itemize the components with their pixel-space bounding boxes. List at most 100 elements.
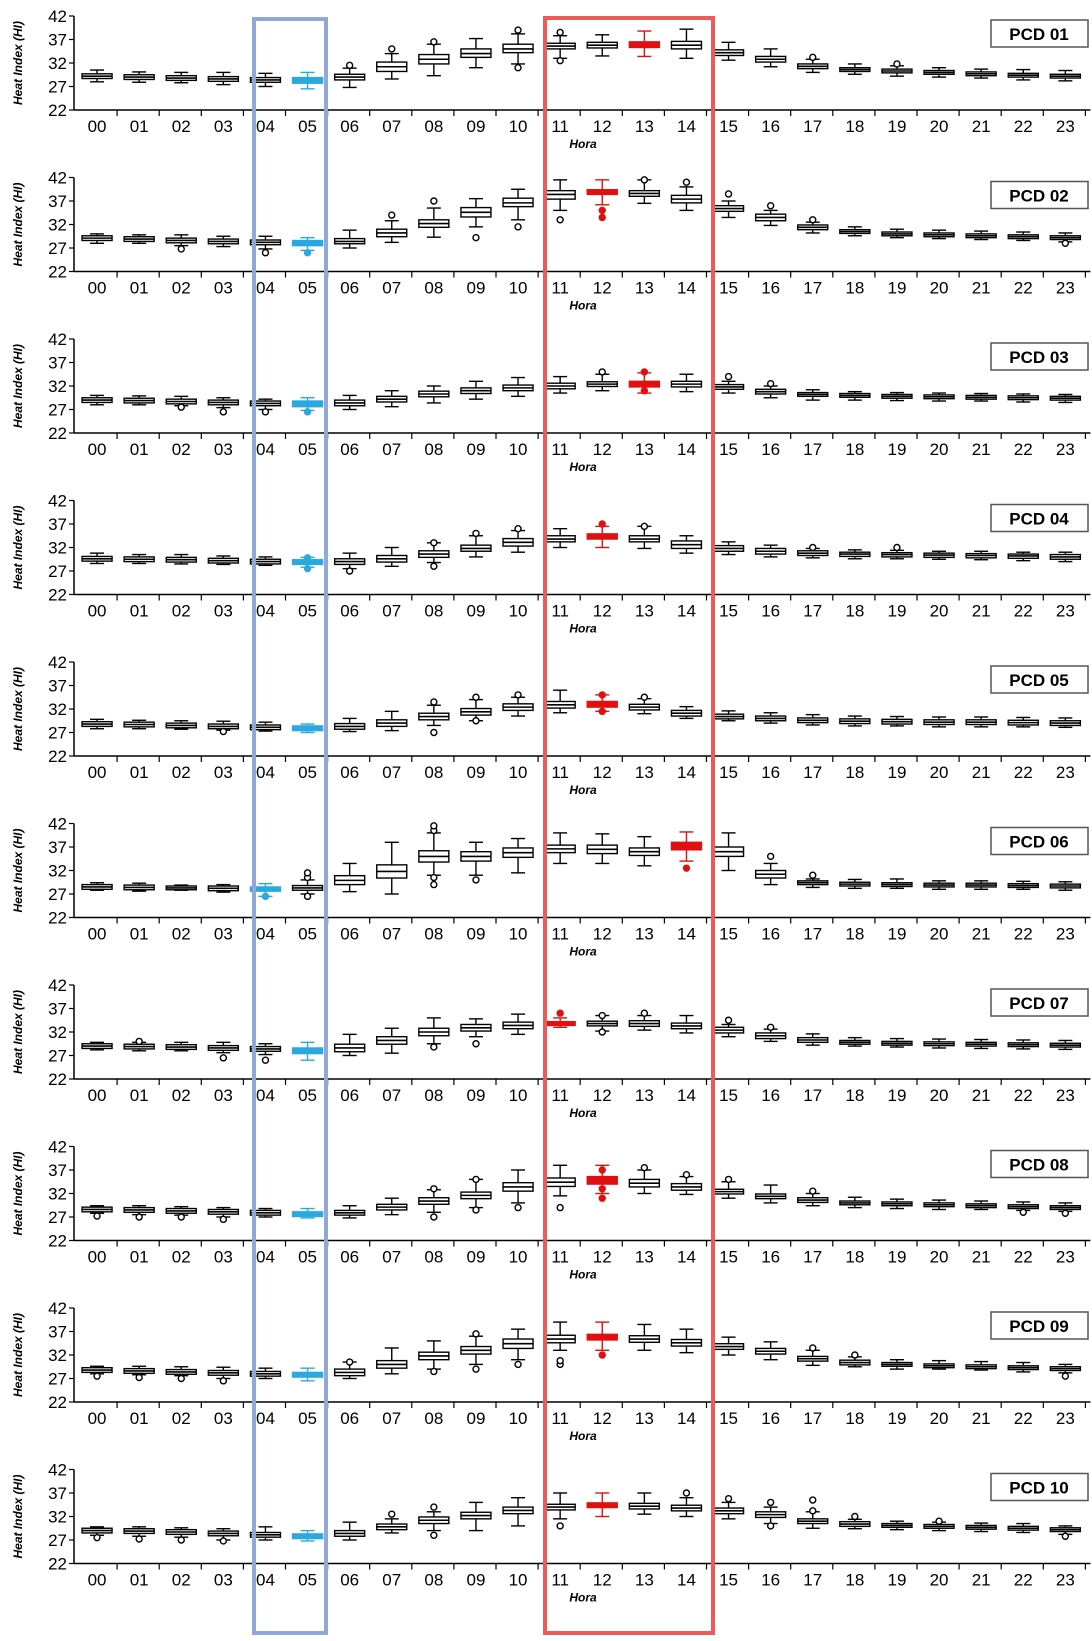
outlier-point — [430, 822, 438, 830]
x-tick-label: 22 — [1014, 1086, 1033, 1105]
x-tick-label: 22 — [1014, 440, 1033, 459]
box-hour-23 — [1049, 393, 1082, 404]
box-hour-22 — [1007, 1522, 1039, 1534]
panel-1: Heat Index (HI) 22 27 32 37 42 00 01 02 03 04 05 06 0… — [11, 7, 1091, 151]
box-hour-19 — [881, 878, 913, 890]
panel-title: PCD 10 — [1009, 1479, 1069, 1498]
outlier-point — [851, 1512, 859, 1521]
x-tick-label: 14 — [677, 1086, 696, 1105]
x-tick-label: 12 — [593, 1571, 612, 1590]
outlier-point — [640, 1163, 649, 1172]
outlier-point — [430, 1367, 438, 1376]
x-tick-label: 16 — [761, 763, 780, 782]
outlier-point — [893, 543, 901, 552]
box-hour-11 — [544, 528, 576, 549]
outlier-point — [598, 206, 606, 215]
box-hour-20 — [923, 66, 955, 78]
box-hour-12 — [586, 179, 618, 222]
box-hour-00 — [81, 1365, 113, 1380]
outlier-point — [640, 1009, 649, 1017]
panel-2: Heat Index (HI) 22 27 32 37 42 00 01 02 03 04 05 06 0… — [11, 169, 1091, 313]
x-tick-label: 17 — [803, 1086, 822, 1105]
panel-title: PCD 07 — [1009, 994, 1069, 1013]
outlier-point — [766, 1023, 775, 1032]
box-hour-15 — [712, 190, 745, 219]
box-hour-22 — [1007, 880, 1039, 890]
box-hour-12 — [586, 520, 618, 549]
panel-title: PCD 02 — [1009, 187, 1069, 206]
box-hour-00 — [81, 233, 113, 245]
x-tick-label: 01 — [130, 602, 149, 621]
outlier-point — [388, 211, 396, 219]
x-tick-label: 10 — [509, 602, 528, 621]
box-hour-21 — [965, 550, 997, 561]
box-hour-20 — [923, 229, 955, 240]
outlier-point — [724, 372, 733, 381]
x-tick-label: 18 — [845, 117, 864, 136]
x-tick-label: 00 — [88, 117, 107, 136]
x-tick-label: 03 — [214, 763, 233, 782]
x-tick-label: 16 — [761, 279, 780, 298]
box-hour-21 — [965, 716, 997, 728]
box-hour-18 — [839, 1196, 871, 1209]
x-tick-label: 21 — [972, 1086, 991, 1105]
box-hour-02 — [165, 1205, 197, 1221]
x-tick-label: 14 — [677, 440, 696, 459]
x-tick-label: 01 — [130, 440, 149, 459]
outlier-point — [1019, 1208, 1027, 1217]
box-hour-19 — [881, 228, 913, 239]
box-hour-07 — [376, 1197, 408, 1216]
box-hour-08 — [418, 698, 450, 737]
box-hour-23 — [1049, 881, 1082, 891]
x-tick-label: 03 — [214, 440, 233, 459]
outlier-point — [1061, 1372, 1070, 1380]
x-tick-label: 03 — [214, 1409, 233, 1428]
y-tick-label: 42 — [48, 1299, 67, 1318]
x-tick-label: 02 — [172, 602, 191, 621]
box-hour-02 — [165, 1366, 197, 1383]
outlier-point — [682, 1489, 691, 1497]
box-hour-16 — [754, 1341, 787, 1361]
box-hour-13 — [628, 693, 661, 715]
y-tick-label: 42 — [48, 1461, 67, 1480]
box-hour-00 — [81, 552, 113, 565]
x-tick-label: 10 — [509, 440, 528, 459]
y-axis-label: Heat Index (HI) — [11, 990, 25, 1074]
y-tick-label: 32 — [48, 377, 67, 396]
box-hour-16 — [754, 1023, 787, 1043]
outlier-point — [303, 892, 312, 901]
x-tick-label: 20 — [930, 925, 949, 944]
x-tick-label: 18 — [845, 1248, 864, 1267]
x-axis-label: Hora — [569, 1106, 597, 1120]
x-tick-label: 13 — [635, 117, 654, 136]
outlier-point — [556, 1009, 564, 1017]
x-axis-label: Hora — [569, 1429, 597, 1443]
x-tick-label: 16 — [761, 1248, 780, 1267]
x-tick-label: 05 — [298, 1086, 317, 1105]
box-hour-03 — [207, 1206, 240, 1224]
x-tick-label: 08 — [424, 117, 443, 136]
y-axis-label: Heat Index (HI) — [11, 1151, 25, 1235]
box-hour-08 — [418, 1340, 450, 1376]
outlier-point — [514, 525, 522, 533]
x-tick-label: 22 — [1014, 279, 1033, 298]
outlier-point — [809, 1507, 817, 1515]
box-hour-16 — [754, 1184, 787, 1204]
x-tick-label: 00 — [88, 763, 107, 782]
x-tick-label: 16 — [761, 1571, 780, 1590]
x-tick-label: 07 — [382, 763, 401, 782]
box-hour-21 — [965, 1360, 997, 1371]
y-tick-label: 22 — [48, 1555, 67, 1574]
y-tick-label: 32 — [48, 1508, 67, 1527]
box-hour-03 — [207, 235, 240, 248]
box-hour-05 — [291, 1529, 324, 1542]
x-tick-label: 04 — [256, 1248, 275, 1267]
outlier-point — [766, 379, 775, 388]
x-tick-label: 03 — [214, 279, 233, 298]
x-tick-label: 17 — [803, 763, 822, 782]
outlier-point — [598, 707, 606, 716]
box-hour-13 — [628, 1163, 661, 1195]
box-hour-05 — [291, 1207, 324, 1219]
box-hour-06 — [333, 61, 366, 89]
box-hour-10 — [502, 837, 534, 874]
